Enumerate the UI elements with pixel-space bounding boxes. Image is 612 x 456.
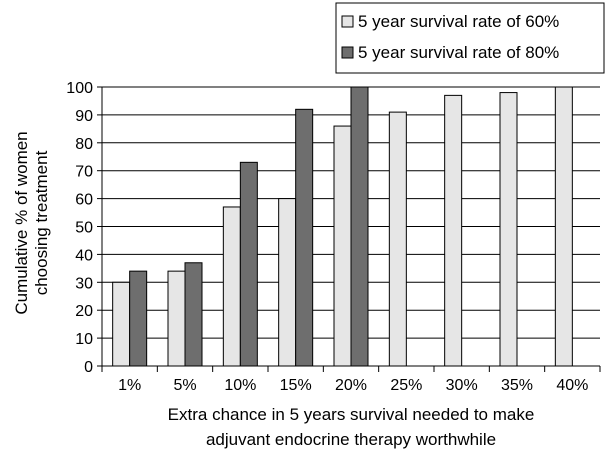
legend-swatch-80: [341, 46, 354, 59]
bar-80-1pct: [129, 270, 148, 367]
y-tick-label: 50: [75, 220, 93, 237]
y-tick-label: 60: [75, 192, 93, 209]
bar-80-5pct: [184, 262, 203, 367]
y-tick-labels: 0 10 20 30 40 50 60 70 80 90 100: [66, 80, 93, 376]
y-tick-label: 90: [75, 108, 93, 125]
bar-60-30pct: [444, 94, 463, 367]
legend-swatch-60: [341, 15, 354, 28]
x-tick-label: 15%: [280, 377, 312, 394]
y-tick-label: 20: [75, 303, 93, 320]
y-tick-label: 0: [84, 359, 93, 376]
bar-60-1pct: [112, 281, 131, 367]
bar-60-35pct: [499, 92, 518, 367]
bar-80-10pct: [239, 161, 258, 367]
x-tick-label: 35%: [501, 377, 533, 394]
legend-box: [335, 2, 605, 74]
x-tick-label: 1%: [118, 377, 141, 394]
x-axis-title-line-1: Extra chance in 5 years survival needed …: [168, 405, 535, 424]
y-axis-title-line-2: choosing treatment: [32, 150, 51, 295]
x-tick-label: 30%: [446, 377, 478, 394]
y-tick-label: 40: [75, 247, 93, 264]
x-axis-title-line-2: adjuvant endocrine therapy worthwhile: [206, 430, 496, 449]
legend: 5 year survival rate of 60% 5 year survi…: [335, 2, 605, 74]
bars: [112, 86, 573, 367]
x-tick-label: 5%: [173, 377, 196, 394]
y-tick-label: 70: [75, 164, 93, 181]
bar-60-15pct: [278, 198, 297, 367]
axes: [97, 86, 601, 372]
legend-label-80: 5 year survival rate of 80%: [358, 43, 559, 62]
bar-60-25pct: [388, 111, 407, 367]
y-tick-label: 80: [75, 136, 93, 153]
bar-60-10pct: [222, 206, 241, 367]
bar-60-40pct: [554, 86, 573, 367]
x-tick-label: 10%: [224, 377, 256, 394]
x-tick-label: 25%: [390, 377, 422, 394]
y-axis-title-line-1: Cumulative % of women: [12, 131, 31, 314]
bar-80-20pct: [350, 86, 369, 367]
x-tick-labels: 1% 5% 10% 15% 20% 25% 30% 35% 40%: [118, 377, 588, 394]
legend-label-60: 5 year survival rate of 60%: [358, 12, 559, 31]
bar-60-5pct: [167, 270, 186, 367]
y-tick-label: 100: [66, 80, 93, 97]
x-tick-label: 20%: [335, 377, 367, 394]
bar-80-15pct: [295, 108, 314, 367]
x-tick-label: 40%: [556, 377, 588, 394]
y-tick-label: 30: [75, 275, 93, 292]
y-tick-label: 10: [75, 331, 93, 348]
bar-60-20pct: [333, 125, 352, 367]
